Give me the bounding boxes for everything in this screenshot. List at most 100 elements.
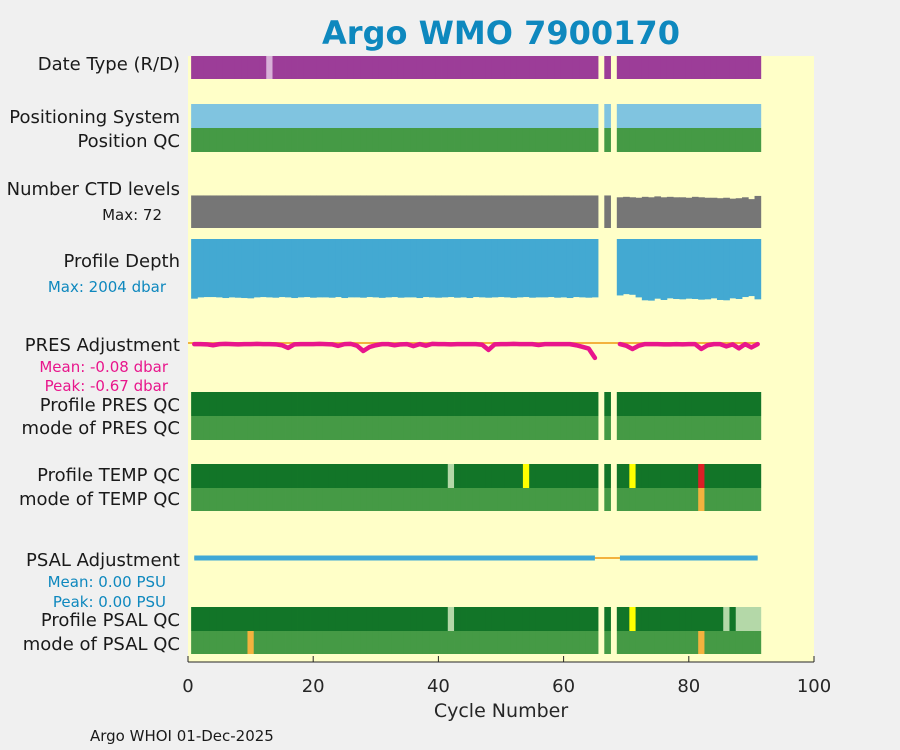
profile-psal-qc-cell [742, 607, 749, 631]
x-tick-label: 0 [182, 676, 193, 697]
mode-pres-qc-cell [259, 416, 267, 440]
profile-pres-qc-cell [310, 392, 317, 416]
label-depth-max: Max: 2004 dbar [48, 278, 167, 296]
profile-depth-bar [616, 239, 624, 296]
date-type-cell [754, 56, 762, 79]
date-type-cell [429, 56, 436, 79]
mode-temp-qc-cell [704, 488, 712, 511]
mode-temp-qc-cell [429, 488, 436, 511]
profile-depth-bar [554, 239, 561, 298]
profile-pres-qc-cell [572, 392, 580, 416]
date-type-cell [485, 56, 493, 79]
mode-psal-qc-cell [366, 631, 374, 654]
mode-temp-qc-cell [754, 488, 762, 511]
date-type-cell [704, 56, 712, 79]
mode-psal-qc-cell [660, 631, 668, 654]
profile-psal-qc-cell [391, 607, 399, 631]
mode-psal-qc-cell [435, 631, 442, 654]
profile-depth-bar [322, 239, 330, 298]
ctd-levels-bar [416, 195, 424, 228]
profile-depth-bar [585, 239, 593, 298]
profile-pres-qc-cell [253, 392, 261, 416]
profile-temp-qc-cell [704, 464, 712, 488]
mode-temp-qc-cell [316, 488, 323, 511]
mode-pres-qc-cell [723, 416, 730, 440]
positioning-system-cell [328, 104, 336, 128]
profile-depth-bar [241, 239, 248, 299]
profile-pres-qc-cell [397, 392, 405, 416]
ctd-levels-bar [372, 195, 380, 228]
profile-depth-bar [385, 239, 392, 298]
ctd-levels-bar [385, 195, 392, 228]
positioning-system-cell [347, 104, 355, 128]
positioning-system-cell [297, 104, 305, 128]
profile-depth-bar [529, 239, 536, 298]
mode-psal-qc-cell [316, 631, 323, 654]
profile-temp-qc-cell [341, 464, 349, 488]
ctd-levels-bar [641, 196, 649, 228]
profile-temp-qc-cell [191, 464, 198, 488]
date-type-cell [241, 56, 248, 79]
profile-psal-qc-cell [504, 607, 511, 631]
date-type-cell [654, 56, 662, 79]
profile-temp-qc-cell [723, 464, 730, 488]
ctd-levels-bar [635, 197, 643, 228]
profile-depth-bar [660, 239, 668, 300]
profile-temp-qc-cell [641, 464, 649, 488]
profile-psal-qc-cell [660, 607, 668, 631]
date-type-cell [454, 56, 461, 79]
mode-temp-qc-cell [222, 488, 230, 511]
profile-depth-bar [560, 239, 568, 298]
mode-psal-qc-cell [654, 631, 662, 654]
profile-temp-qc-cell [491, 464, 499, 488]
ctd-levels-bar [441, 195, 449, 228]
ctd-levels-bar [629, 197, 636, 228]
ctd-levels-bar [222, 195, 230, 228]
profile-psal-qc-cell [491, 607, 499, 631]
mode-temp-qc-cell [328, 488, 336, 511]
position-qc-cell [510, 128, 518, 152]
profile-psal-qc-cell [629, 607, 636, 631]
positioning-system-cell [203, 104, 211, 128]
positioning-system-cell [635, 104, 643, 128]
profile-temp-qc-cell [403, 464, 411, 488]
date-type-cell [716, 56, 724, 79]
position-qc-cell [228, 128, 236, 152]
date-type-cell [460, 56, 467, 79]
date-type-cell [410, 56, 417, 79]
date-type-cell [710, 56, 718, 79]
profile-psal-qc-cell [497, 607, 505, 631]
position-qc-cell [491, 128, 499, 152]
mode-psal-qc-cell [203, 631, 211, 654]
profile-psal-qc-cell [435, 607, 442, 631]
mode-temp-qc-cell [228, 488, 236, 511]
profile-pres-qc-cell [623, 392, 630, 416]
x-tick-label: 60 [552, 676, 575, 697]
position-qc-cell [691, 128, 699, 152]
profile-psal-qc-cell [454, 607, 461, 631]
positioning-system-cell [353, 104, 361, 128]
profile-temp-qc-cell [416, 464, 424, 488]
ctd-levels-bar [203, 195, 211, 228]
profile-depth-bar [748, 239, 755, 297]
profile-pres-qc-cell [341, 392, 349, 416]
position-qc-cell [391, 128, 399, 152]
position-qc-cell [723, 128, 730, 152]
profile-depth-bar [416, 239, 424, 299]
ctd-levels-bar [197, 195, 205, 228]
profile-temp-qc-cell [291, 464, 298, 488]
profile-depth-bar [441, 239, 449, 298]
profile-depth-bar [372, 239, 380, 298]
date-type-cell [735, 56, 743, 79]
profile-pres-qc-cell [441, 392, 449, 416]
profile-pres-qc-cell [241, 392, 248, 416]
mode-psal-qc-cell [460, 631, 467, 654]
profile-temp-qc-cell [666, 464, 674, 488]
mode-psal-qc-cell [191, 631, 198, 654]
profile-pres-qc-cell [516, 392, 524, 416]
date-type-cell [572, 56, 580, 79]
position-qc-cell [522, 128, 530, 152]
mode-pres-qc-cell [241, 416, 248, 440]
date-type-cell [228, 56, 236, 79]
profile-temp-qc-cell [335, 464, 342, 488]
